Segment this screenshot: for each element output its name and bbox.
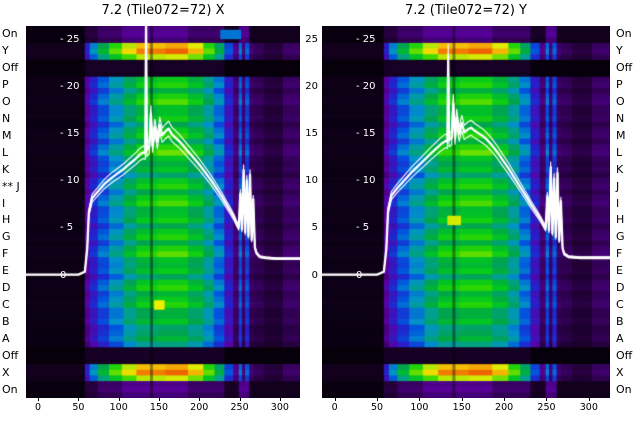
y-tick-label-inner: 0 <box>356 269 363 281</box>
row-label-right: I <box>616 196 620 210</box>
row-label-left: B <box>2 314 10 328</box>
row-label-right: Y <box>616 44 623 58</box>
x-tick-label: 250 <box>230 402 249 413</box>
row-label-right: On <box>616 382 632 396</box>
row-label-right: E <box>616 264 623 278</box>
row-label-right: C <box>616 298 624 311</box>
row-label-left: On <box>2 27 18 41</box>
y-tick-label-inner: - 15 <box>356 128 376 140</box>
panel-title-y: 7.2 (Tile072=72) Y <box>404 3 528 18</box>
row-label-left: X <box>2 365 10 379</box>
x-tick-label: 150 <box>149 402 169 413</box>
x-tick-label: 50 <box>371 402 384 413</box>
y-tick-label-outer: 20 <box>305 81 318 93</box>
x-axis-tick-mark <box>334 398 336 401</box>
row-label-left: Off <box>2 348 19 362</box>
y-tick-label-inner: - 5 <box>356 222 370 234</box>
x-axis-tick-mark <box>78 398 80 401</box>
x-axis-tick-mark <box>239 398 241 401</box>
row-label-left: M <box>2 128 12 142</box>
y-tick-label-inner: - 20 <box>60 81 80 93</box>
row-label-right: Off <box>616 61 633 75</box>
y-tick-label-inner: - 10 <box>60 175 80 187</box>
x-tick-label: 300 <box>579 402 598 413</box>
x-tick-label: 300 <box>270 402 289 413</box>
row-label-right: O <box>616 95 625 109</box>
row-label-left: On <box>2 382 18 396</box>
row-label-right: D <box>616 281 625 295</box>
y-tick-label-outer: 25 <box>305 34 318 46</box>
x-tick-label: 250 <box>537 402 556 413</box>
x-tick-label: 0 <box>35 402 42 413</box>
row-label-left: G <box>2 230 11 244</box>
y-tick-label-outer: 15 <box>305 128 318 140</box>
row-label-right: Off <box>616 348 633 362</box>
panel-title-x: 7.2 (Tile072=72) X <box>101 3 225 18</box>
row-label-right: F <box>616 247 623 261</box>
y-tick-label-inner: - 25 <box>356 34 376 46</box>
x-axis-tick-mark <box>118 398 120 401</box>
row-label-right: J <box>616 179 620 193</box>
x-tick-label: 100 <box>410 402 429 413</box>
y-tick-label-outer: 5 <box>311 222 318 234</box>
row-label-right: On <box>616 27 632 41</box>
x-axis-tick-mark <box>199 398 201 401</box>
y-tick-label-inner: - 20 <box>356 81 376 93</box>
x-axis-tick-mark <box>504 398 506 401</box>
row-label-left: I <box>2 196 6 210</box>
row-label-right: K <box>616 162 624 176</box>
row-label-left: ** J <box>2 179 20 193</box>
x-tick-label: 150 <box>452 402 471 413</box>
y-tick-label-inner: - 5 <box>60 222 74 234</box>
row-label-right: G <box>616 230 625 244</box>
row-label-left: D <box>2 281 11 295</box>
y-tick-label-outer: 0 <box>311 269 318 281</box>
y-tick-label-outer: 10 <box>305 175 318 187</box>
heatmap-panel-x <box>26 26 300 398</box>
row-label-right: A <box>616 331 624 345</box>
x-tick-label: 100 <box>109 402 128 413</box>
x-axis-tick-mark <box>546 398 548 401</box>
row-label-left: C <box>2 298 10 311</box>
row-label-left: E <box>2 264 9 278</box>
x-tick-label: 0 <box>331 402 338 413</box>
x-axis-tick-mark <box>588 398 590 401</box>
y-tick-label-inner: 0 <box>60 269 67 281</box>
y-tick-label-inner: - 25 <box>60 34 80 46</box>
row-label-right: X <box>616 365 624 379</box>
row-label-right: N <box>616 112 625 125</box>
row-label-left: N <box>2 112 11 125</box>
row-label-left: Y <box>2 44 9 58</box>
x-axis-tick-mark <box>377 398 379 401</box>
row-label-left: K <box>2 162 10 176</box>
x-tick-label: 200 <box>190 402 209 413</box>
heatmap-panel-y <box>322 26 610 398</box>
row-label-right: H <box>616 213 625 227</box>
row-label-left: A <box>2 331 10 345</box>
row-label-left: P <box>2 78 9 92</box>
x-axis-tick-mark <box>279 398 281 401</box>
y-tick-label-inner: - 15 <box>60 128 80 140</box>
row-label-left: Off <box>2 61 19 75</box>
x-axis-tick-mark <box>461 398 463 401</box>
row-label-left: H <box>2 213 11 227</box>
row-label-right: P <box>616 78 623 92</box>
x-axis-tick-mark <box>158 398 160 401</box>
x-tick-label: 50 <box>72 402 85 413</box>
x-axis-tick-mark <box>419 398 421 401</box>
row-label-left: O <box>2 95 11 109</box>
y-tick-label-inner: - 10 <box>356 175 376 187</box>
row-label-right: M <box>616 128 626 142</box>
x-axis-tick-mark <box>38 398 40 401</box>
row-label-left: L <box>2 145 9 159</box>
x-tick-label: 200 <box>495 402 514 413</box>
row-label-right: L <box>616 145 623 159</box>
row-label-right: B <box>616 314 624 328</box>
row-label-left: F <box>2 247 9 261</box>
